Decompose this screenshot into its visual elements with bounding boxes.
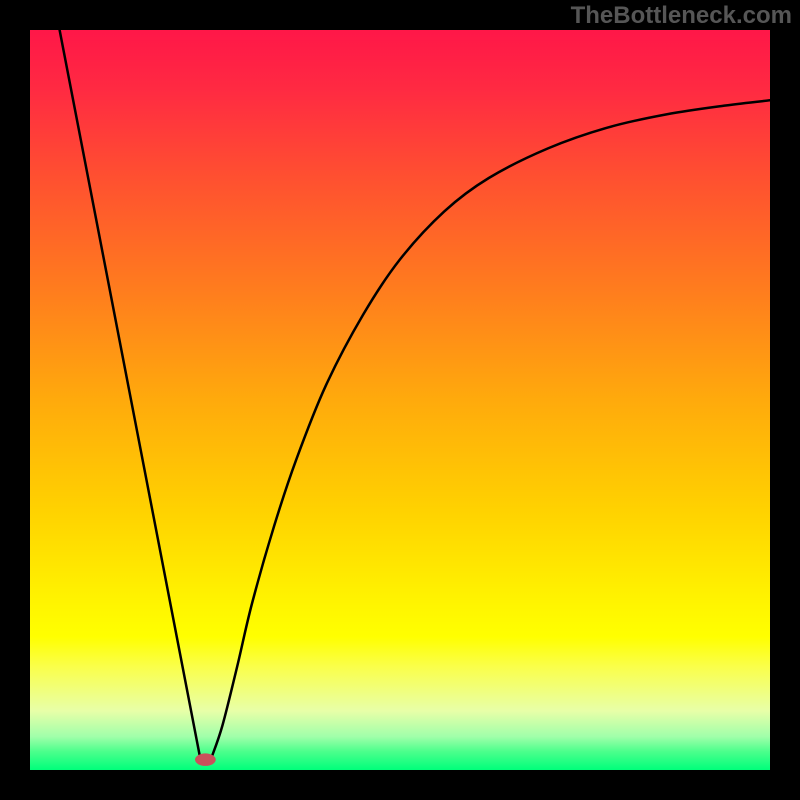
chart-svg xyxy=(30,30,770,770)
watermark-text: TheBottleneck.com xyxy=(571,2,792,30)
chart-container: TheBottleneck.com xyxy=(0,0,800,800)
plot-area xyxy=(30,30,770,770)
